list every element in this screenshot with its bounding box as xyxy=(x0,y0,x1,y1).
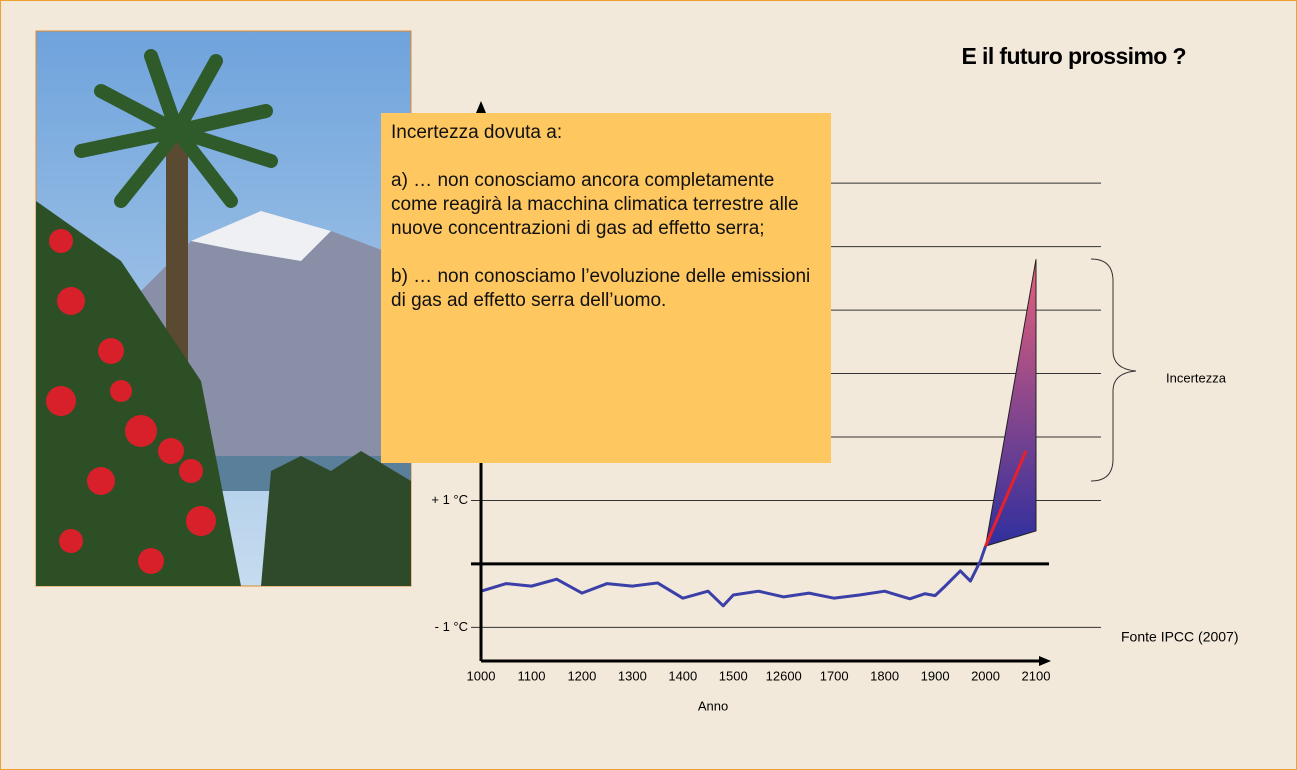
x-tick-label: 1900 xyxy=(921,668,950,683)
y-tick-label: + 1 °C xyxy=(431,492,468,507)
x-axis-label: Anno xyxy=(698,698,728,713)
x-tick-label: 2100 xyxy=(1022,668,1051,683)
source-note: Fonte IPCC (2007) xyxy=(1121,629,1239,645)
x-tick-label: 1000 xyxy=(467,668,496,683)
photo xyxy=(35,30,412,587)
x-tick-label: 1800 xyxy=(870,668,899,683)
data-line xyxy=(984,450,1028,547)
y-tick-label: - 1 °C xyxy=(435,619,468,634)
x-tick-label: 1700 xyxy=(820,668,849,683)
x-tick-label: 12600 xyxy=(766,668,802,683)
x-tick-label: 1400 xyxy=(668,668,697,683)
x-axis-arrow xyxy=(1039,656,1051,666)
annotation: Incertezza xyxy=(1166,370,1227,385)
x-tick-label: 1200 xyxy=(567,668,596,683)
uncertainty-area xyxy=(984,259,1037,547)
x-tick-label: 1300 xyxy=(618,668,647,683)
slide-title: E il futuro prossimo ? xyxy=(962,43,1186,69)
note-paragraph: b) … non conosciamo l’evoluzione delle e… xyxy=(391,266,811,311)
note-paragraph: a) … non conosciamo ancora completamente… xyxy=(391,170,799,239)
x-tick-label: 1500 xyxy=(719,668,748,683)
x-tick-label: 2000 xyxy=(971,668,1000,683)
data-line xyxy=(480,545,987,608)
bracket xyxy=(1090,258,1137,482)
x-tick-label: 1100 xyxy=(517,668,545,683)
y-axis-arrow xyxy=(476,101,486,113)
note-box: Incertezza dovuta a: a) … non conosciamo … xyxy=(381,113,831,463)
note-paragraph: Incertezza dovuta a: xyxy=(391,122,563,143)
